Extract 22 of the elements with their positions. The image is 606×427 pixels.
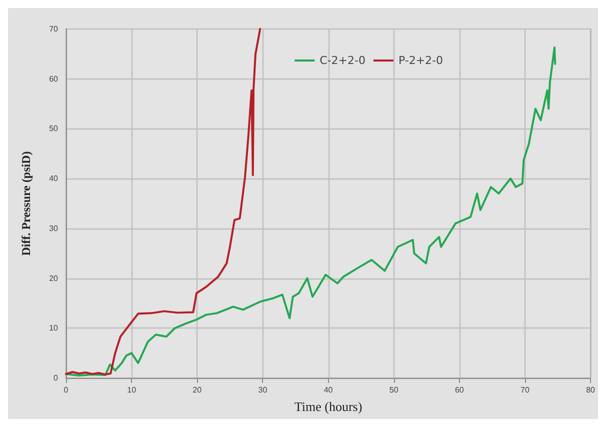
x-axis-title: Time (hours): [294, 399, 362, 414]
x-tick-label: 10: [127, 386, 137, 394]
y-tick-label: 10: [49, 324, 59, 333]
y-tick-label: 30: [49, 224, 59, 233]
x-tick-label: 80: [586, 386, 596, 394]
y-axis-title: Diff. Pressure (psiD): [19, 151, 33, 256]
y-tick-label: 50: [49, 124, 59, 134]
x-tick-label: 20: [192, 386, 202, 394]
y-tick-label: 70: [49, 24, 59, 34]
x-tick-label: 40: [324, 386, 334, 394]
y-tick-label: 20: [49, 274, 59, 283]
x-tick-label: 60: [454, 386, 464, 394]
y-tick-label: 60: [49, 74, 59, 84]
legend-label: P-2+2-0: [398, 54, 444, 67]
x-tick-label: 30: [258, 386, 268, 394]
x-tick-label: 50: [389, 386, 399, 394]
line-series: [65, 46, 556, 377]
y-tick-label: 0: [54, 374, 59, 382]
x-tick-label: 0: [64, 386, 69, 394]
y-tick-label: 40: [49, 174, 59, 184]
legend-label: C-2+2-0: [320, 54, 366, 67]
x-tick-label: 70: [520, 386, 530, 394]
